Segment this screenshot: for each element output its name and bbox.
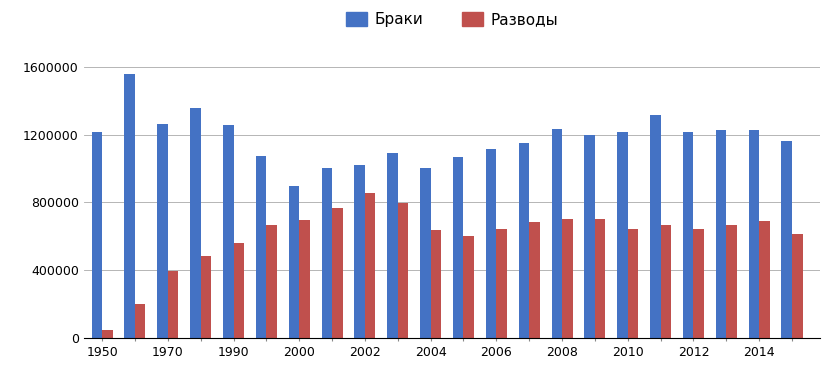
Bar	[157, 124, 167, 338]
Bar	[692, 229, 703, 338]
Bar	[660, 225, 670, 338]
Bar	[222, 125, 233, 338]
Bar	[452, 157, 463, 338]
Bar	[190, 108, 201, 338]
Bar	[650, 115, 660, 338]
Bar	[135, 304, 145, 338]
Bar	[102, 329, 113, 338]
Bar	[332, 209, 342, 338]
Bar	[584, 135, 594, 338]
Bar	[551, 129, 561, 338]
Bar	[463, 236, 473, 338]
Bar	[791, 234, 802, 338]
Bar	[758, 220, 769, 338]
Bar	[354, 165, 364, 338]
Bar	[91, 132, 102, 338]
Bar	[256, 156, 266, 338]
Legend: Браки, Разводы: Браки, Разводы	[339, 6, 563, 33]
Bar	[616, 132, 627, 338]
Bar	[518, 143, 528, 338]
Bar	[485, 149, 496, 338]
Bar	[167, 271, 178, 338]
Bar	[233, 243, 244, 338]
Bar	[561, 219, 572, 338]
Bar	[397, 203, 408, 338]
Bar	[781, 141, 791, 338]
Bar	[288, 186, 298, 338]
Bar	[747, 131, 758, 338]
Bar	[201, 256, 211, 338]
Bar	[266, 225, 277, 338]
Bar	[496, 230, 507, 338]
Bar	[627, 230, 638, 338]
Bar	[125, 74, 135, 338]
Bar	[364, 193, 375, 338]
Bar	[528, 222, 539, 338]
Bar	[682, 132, 692, 338]
Bar	[420, 168, 430, 338]
Bar	[321, 168, 332, 338]
Bar	[715, 131, 726, 338]
Bar	[387, 153, 397, 338]
Bar	[430, 230, 441, 338]
Bar	[726, 225, 736, 338]
Bar	[298, 220, 309, 338]
Bar	[594, 219, 604, 338]
